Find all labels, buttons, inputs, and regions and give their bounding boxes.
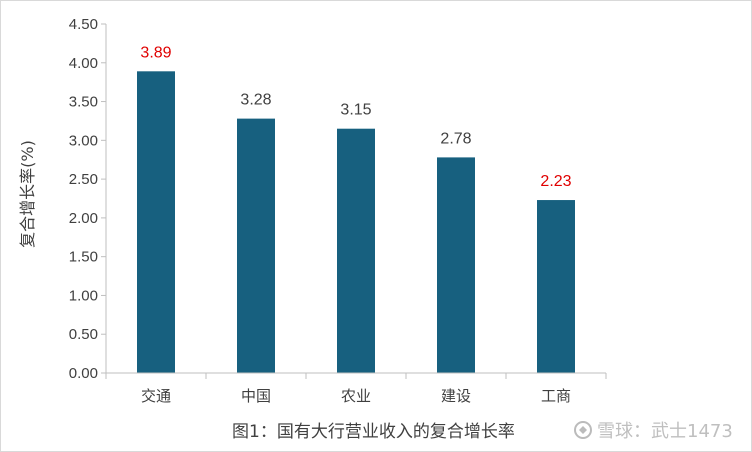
- x-axis: 交通 中国 农业 建设 工商: [105, 372, 607, 405]
- bar: [437, 157, 475, 373]
- bars: 3.89 3.28 3.15 2.78 2.23: [137, 44, 575, 374]
- watermark-text: 雪球：武士1473: [597, 421, 733, 442]
- data-label: 2.23: [540, 173, 571, 190]
- y-axis-label: 复合增长率(%): [18, 140, 37, 248]
- category-label: 中国: [241, 387, 271, 405]
- data-label: 3.28: [240, 92, 271, 109]
- y-tick-label: 1.00: [69, 287, 98, 304]
- y-tick-label: 3.50: [69, 94, 98, 111]
- category-label: 建设: [441, 387, 471, 405]
- watermark: 雪球：武士1473: [573, 417, 733, 443]
- bar: [537, 200, 575, 373]
- snowball-logo-icon: [574, 421, 592, 439]
- y-tick-label: 0.50: [69, 326, 98, 343]
- data-label: 2.78: [440, 130, 471, 147]
- y-axis: 0.00 0.50 1.00 1.50 2.00 2.50 3.00 3.50 4.00 4.50: [69, 16, 107, 382]
- data-label: 3.15: [340, 102, 371, 119]
- y-tick-label: 2.00: [69, 210, 98, 227]
- figure-caption: 图1：国有大行营业收入的复合增长率: [232, 422, 515, 442]
- bar: [237, 118, 275, 374]
- y-tick-label: 3.00: [69, 132, 98, 149]
- y-tick-label: 0.00: [69, 365, 98, 382]
- y-tick-label: 4.00: [69, 55, 98, 72]
- bar: [137, 71, 175, 373]
- y-tick-label: 2.50: [69, 171, 98, 188]
- data-label: 3.89: [140, 44, 171, 61]
- category-label: 交通: [141, 387, 171, 405]
- category-label: 农业: [341, 387, 371, 405]
- y-tick-label: 1.50: [69, 249, 98, 266]
- bar: [337, 128, 375, 373]
- y-tick-label: 4.50: [69, 16, 98, 33]
- category-label: 工商: [541, 387, 571, 405]
